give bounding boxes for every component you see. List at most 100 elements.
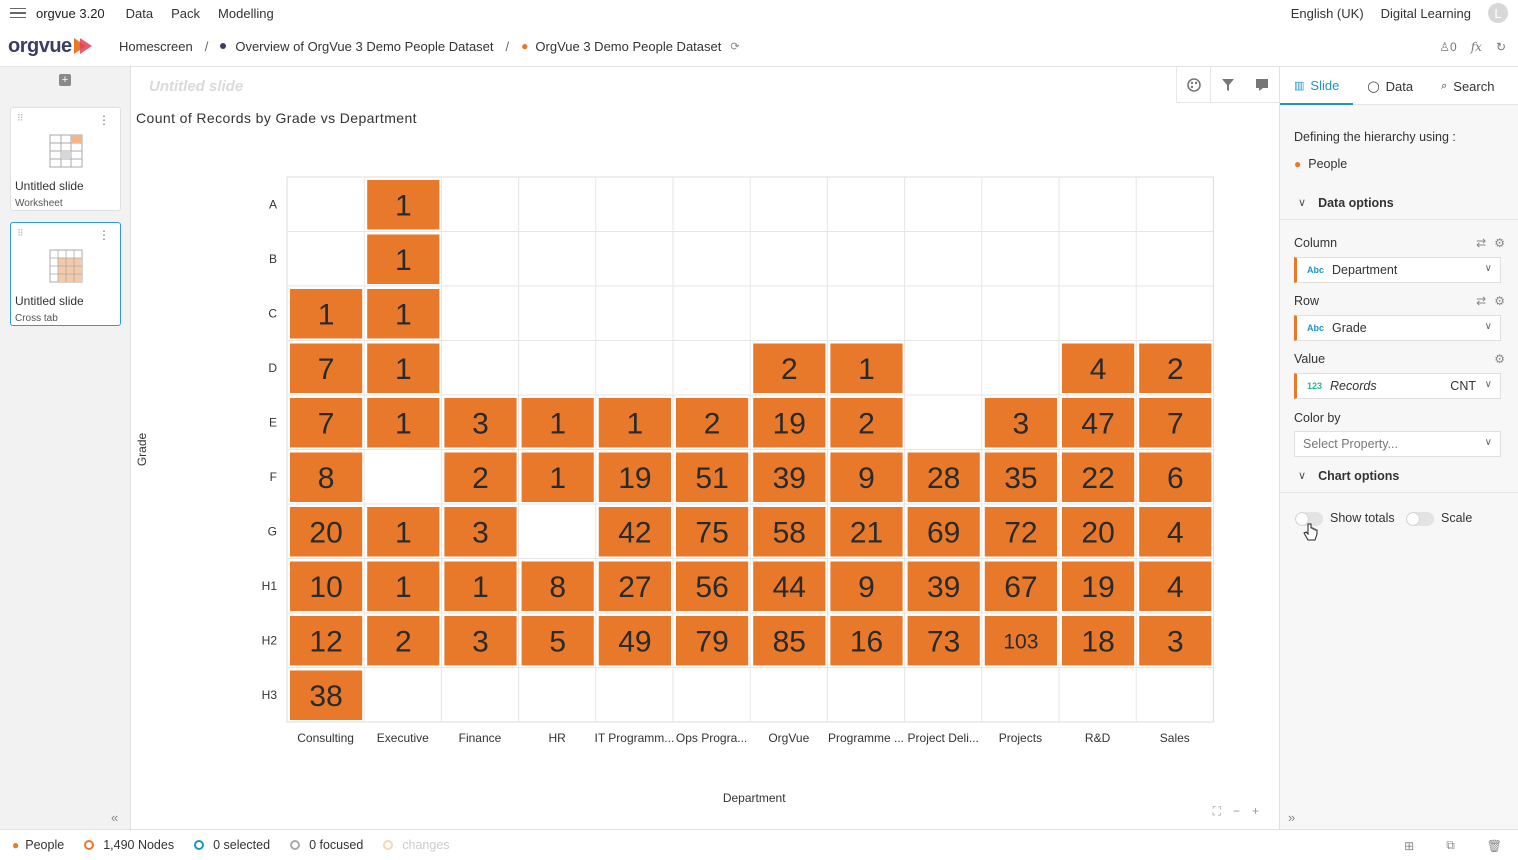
heatmap-cell[interactable] — [907, 561, 980, 612]
filter-icon[interactable] — [1211, 67, 1245, 103]
heatmap-cell[interactable] — [984, 616, 1057, 666]
heatmap-cell[interactable] — [1139, 452, 1212, 503]
heatmap-cell[interactable] — [753, 616, 826, 666]
heatmap-cell[interactable] — [984, 507, 1057, 557]
refresh-icon[interactable]: ⟳ — [730, 40, 740, 53]
heatmap-cell[interactable] — [676, 452, 749, 503]
status-focused[interactable]: 0 focused — [290, 838, 363, 852]
heatmap-cell[interactable] — [521, 398, 594, 448]
chart-options-header[interactable]: ∨ Chart options — [1280, 459, 1518, 493]
heatmap-cell[interactable] — [753, 507, 826, 557]
heatmap-cell[interactable] — [984, 452, 1057, 503]
heatmap-cell[interactable] — [367, 561, 440, 612]
status-people[interactable]: ● People — [12, 838, 64, 852]
heatmap-cell[interactable] — [367, 180, 440, 230]
zoom-in-icon[interactable]: + — [1251, 804, 1259, 818]
fit-screen-icon[interactable]: ⛶ — [1212, 804, 1221, 818]
user-avatar[interactable]: L — [1488, 3, 1508, 23]
heatmap-cell[interactable] — [367, 289, 440, 339]
value-select[interactable]: 123 Records CNT ∨ — [1294, 373, 1501, 399]
heatmap-cell[interactable] — [1062, 398, 1135, 448]
trash-icon[interactable]: 🗑 — [1486, 838, 1502, 853]
heatmap-cell[interactable] — [444, 507, 517, 557]
column-select[interactable]: Abc Department ∨ — [1294, 257, 1501, 283]
color-by-select[interactable]: Select Property... ∨ — [1294, 431, 1501, 457]
heatmap-cell[interactable] — [367, 234, 440, 285]
language-selector[interactable]: English (UK) — [1290, 5, 1364, 21]
heatmap-cell[interactable] — [598, 507, 671, 557]
slide-card-crosstab[interactable]: ⠿ ⋮ Untitled slide Cross tab — [10, 222, 121, 326]
heatmap-cell[interactable] — [830, 343, 903, 394]
slide-card-worksheet[interactable]: ⠿ ⋮ Untitled slide Worksheet — [10, 107, 121, 211]
heatmap-cell[interactable] — [444, 561, 517, 612]
heatmap-cell[interactable] — [907, 507, 980, 557]
breadcrumb-overview[interactable]: Overview of OrgVue 3 Demo People Dataset — [220, 39, 494, 54]
breadcrumb-home[interactable]: Homescreen — [119, 38, 193, 54]
heatmap-cell[interactable] — [521, 452, 594, 503]
gear-icon[interactable]: ⚙ — [1494, 294, 1505, 308]
heatmap-cell[interactable] — [444, 398, 517, 448]
sync-icon[interactable]: ↻ — [1495, 39, 1506, 54]
status-selected[interactable]: 0 selected — [194, 838, 270, 852]
heatmap-cell[interactable] — [444, 616, 517, 666]
heatmap-cell[interactable] — [753, 452, 826, 503]
expand-right-icon[interactable]: » — [1288, 810, 1296, 825]
palette-icon[interactable] — [1177, 67, 1211, 103]
scale-toggle[interactable] — [1406, 512, 1434, 526]
heatmap-cell[interactable] — [676, 561, 749, 612]
heatmap-cell[interactable] — [290, 561, 363, 612]
heatmap-cell[interactable] — [290, 398, 363, 448]
drag-handle-icon[interactable]: ⠿ — [17, 113, 24, 123]
duplicate-icon[interactable]: ⧉ — [1446, 838, 1455, 852]
heatmap-cell[interactable] — [1062, 507, 1135, 557]
heatmap-cell[interactable] — [290, 289, 363, 339]
menu-modelling[interactable]: Modelling — [218, 5, 274, 21]
slide-title-input[interactable]: Untitled slide — [149, 78, 244, 95]
show-totals-toggle[interactable] — [1295, 512, 1323, 526]
collapse-left-icon[interactable]: « — [111, 810, 119, 825]
heatmap-cell[interactable] — [984, 561, 1057, 612]
heatmap-cell[interactable] — [1139, 507, 1212, 557]
heatmap-cell[interactable] — [598, 616, 671, 666]
heatmap-cell[interactable] — [676, 398, 749, 448]
menu-pack[interactable]: Pack — [171, 5, 201, 21]
heatmap-cell[interactable] — [907, 452, 980, 503]
heatmap-cell[interactable] — [830, 507, 903, 557]
heatmap-cell[interactable] — [598, 452, 671, 503]
users-indicator[interactable]: ♙0 — [1439, 40, 1456, 54]
swap-icon[interactable]: ⇄ — [1476, 294, 1487, 308]
heatmap-cell[interactable] — [753, 398, 826, 448]
heatmap-cell[interactable] — [290, 452, 363, 503]
heatmap-cell[interactable] — [290, 507, 363, 557]
heatmap-cell[interactable] — [1062, 616, 1135, 666]
add-icon[interactable]: ⊞ — [1404, 838, 1415, 853]
heatmap-cell[interactable] — [1139, 343, 1212, 394]
heatmap-cell[interactable] — [984, 398, 1057, 448]
heatmap-cell[interactable] — [444, 452, 517, 503]
heatmap-cell[interactable] — [830, 452, 903, 503]
heatmap-cell[interactable] — [367, 507, 440, 557]
breadcrumb-dataset[interactable]: ● OrgVue 3 Demo People Dataset ⟳ — [521, 39, 739, 54]
menu-data[interactable]: Data — [125, 5, 154, 21]
heatmap-cell[interactable] — [598, 398, 671, 448]
formula-button[interactable]: fx — [1470, 39, 1482, 54]
tab-search[interactable]: ⌕ Search — [1427, 67, 1508, 105]
heatmap-cell[interactable] — [367, 398, 440, 448]
heatmap-cell[interactable] — [830, 616, 903, 666]
heatmap-cell[interactable] — [367, 343, 440, 394]
heatmap-cell[interactable] — [521, 616, 594, 666]
row-select[interactable]: Abc Grade ∨ — [1294, 315, 1501, 341]
heatmap-cell[interactable] — [521, 561, 594, 612]
heatmap-cell[interactable] — [830, 561, 903, 612]
heatmap-cell[interactable] — [1062, 452, 1135, 503]
heatmap-cell[interactable] — [1139, 398, 1212, 448]
heatmap-cell[interactable] — [907, 616, 980, 666]
heatmap-cell[interactable] — [830, 398, 903, 448]
zoom-out-icon[interactable]: − — [1232, 804, 1240, 818]
more-options-icon[interactable]: ⋮ — [98, 113, 110, 127]
gear-icon[interactable]: ⚙ — [1494, 236, 1505, 250]
heatmap-cell[interactable] — [676, 616, 749, 666]
add-slide-icon[interactable]: + — [59, 74, 71, 86]
data-options-header[interactable]: ∨ Data options — [1280, 186, 1518, 220]
drag-handle-icon[interactable]: ⠿ — [17, 228, 24, 238]
